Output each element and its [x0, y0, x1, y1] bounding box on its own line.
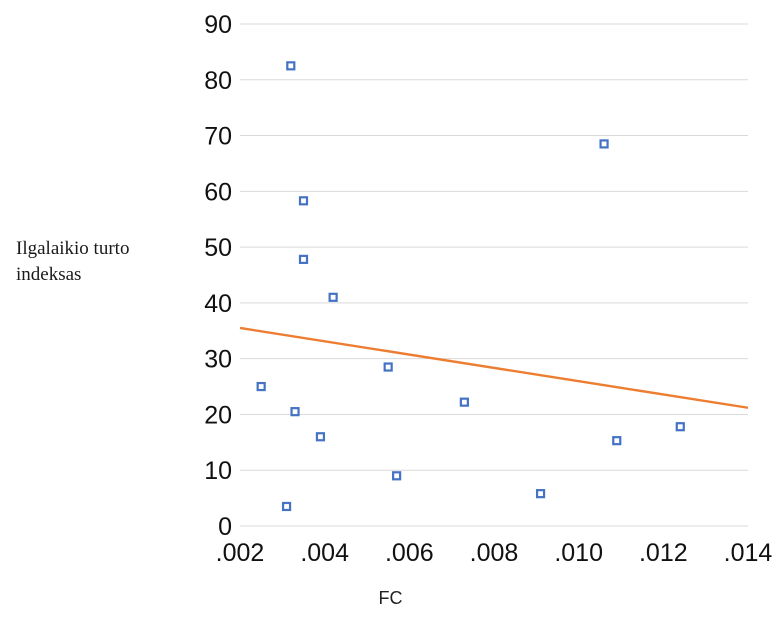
x-axis-ticks: .002 .004 .006 .008 .010 .012 .014 [216, 539, 773, 567]
y-tick-label: 70 [204, 123, 232, 151]
y-axis-ticks: 0 10 20 30 40 50 60 70 80 90 [204, 11, 232, 541]
x-tick-label: .008 [470, 539, 519, 567]
y-tick-label: 20 [204, 401, 232, 429]
gridlines [240, 23, 748, 527]
data-point [328, 292, 338, 302]
y-tick-label: 10 [204, 457, 232, 485]
y-tick-label: 40 [204, 290, 232, 318]
x-tick-label: .014 [724, 539, 773, 567]
data-point [599, 139, 609, 149]
y-tick-label: 90 [204, 11, 232, 39]
data-point [459, 397, 469, 407]
y-tick-label: 50 [204, 234, 232, 262]
x-tick-label: .006 [385, 539, 434, 567]
data-point [392, 471, 402, 481]
data-point [256, 381, 266, 392]
x-tick-label: .004 [300, 539, 349, 567]
data-point [290, 407, 300, 417]
x-tick-label: .002 [216, 539, 265, 567]
data-point [612, 436, 622, 446]
x-tick-label: .012 [639, 539, 688, 567]
y-tick-label: 30 [204, 346, 232, 374]
data-point [286, 61, 296, 71]
x-tick-label: .010 [554, 539, 603, 567]
data-points [256, 61, 685, 512]
data-point [383, 362, 393, 372]
data-point [535, 489, 546, 499]
y-tick-label: 60 [204, 178, 232, 206]
data-point [675, 422, 685, 432]
data-point [315, 432, 326, 442]
data-point [298, 196, 309, 206]
x-axis-label: FC [378, 588, 403, 608]
trendline [239, 326, 749, 409]
y-tick-label: 80 [204, 67, 232, 95]
y-axis-label: Ilgalaikio turto indeksas [16, 238, 130, 285]
data-point [281, 501, 292, 512]
data-point [298, 254, 309, 264]
y-tick-label: 0 [218, 513, 232, 541]
trendline-layer [239, 326, 749, 409]
